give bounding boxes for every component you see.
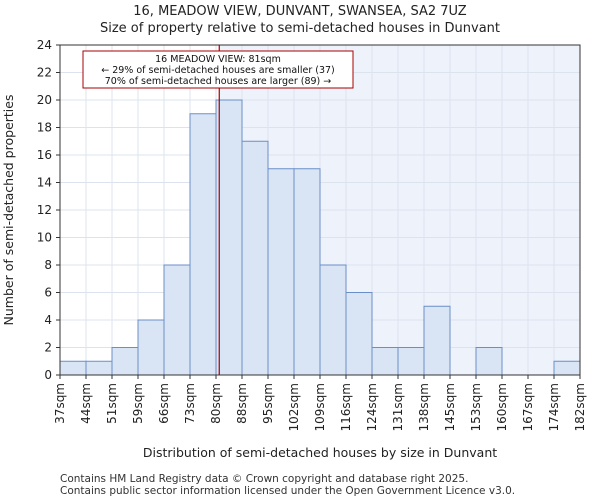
x-tick-label: 182sqm — [573, 383, 587, 431]
x-tick-label: 37sqm — [53, 383, 67, 424]
histogram-bar — [423, 305, 451, 376]
x-tick-label: 174sqm — [547, 383, 561, 431]
y-tick-label: 12 — [37, 203, 52, 217]
histogram-bar — [163, 264, 191, 376]
x-tick-label: 109sqm — [313, 383, 327, 431]
x-tick-label: 66sqm — [157, 383, 171, 424]
annotation-box — [82, 50, 354, 89]
histogram-bar — [215, 99, 243, 376]
histogram-bar — [241, 140, 269, 376]
y-tick-label: 18 — [37, 121, 52, 135]
annotation-line: 16 MEADOW VIEW: 81sqm — [155, 54, 281, 65]
y-tick-label: 4 — [44, 313, 52, 327]
x-tick-label: 44sqm — [79, 383, 93, 424]
y-tick-label: 24 — [37, 38, 52, 52]
y-tick-label: 8 — [44, 258, 52, 272]
histogram-bar — [137, 319, 165, 376]
x-tick-label: 138sqm — [417, 383, 431, 431]
histogram-bar — [397, 347, 425, 376]
x-tick-label: 95sqm — [261, 383, 275, 424]
x-tick-label: 88sqm — [235, 383, 249, 424]
histogram-bar — [345, 292, 373, 376]
x-tick-label: 102sqm — [287, 383, 301, 431]
y-tick-label: 6 — [44, 286, 52, 300]
y-tick-label: 22 — [37, 66, 52, 80]
x-tick-label: 160sqm — [495, 383, 509, 431]
x-tick-label: 131sqm — [391, 383, 405, 431]
histogram-bar — [189, 113, 217, 376]
histogram-bar — [293, 168, 321, 376]
x-tick-label: 167sqm — [521, 383, 535, 431]
chart-subtitle: Size of property relative to semi-detach… — [99, 21, 500, 36]
y-tick-label: 16 — [37, 148, 52, 162]
histogram-bar — [553, 360, 581, 376]
chart-title: 16, MEADOW VIEW, DUNVANT, SWANSEA, SA2 7… — [133, 4, 467, 19]
histogram-bar — [111, 347, 139, 376]
x-tick-label: 51sqm — [105, 383, 119, 424]
y-tick-label: 10 — [37, 231, 52, 245]
histogram-bar — [59, 360, 87, 376]
x-tick-label: 80sqm — [209, 383, 223, 424]
x-tick-label: 124sqm — [365, 383, 379, 431]
histogram-bar — [371, 347, 399, 376]
x-axis-label: Distribution of semi-detached houses by … — [143, 445, 497, 460]
annotation-line: ← 29% of semi-detached houses are smalle… — [101, 65, 335, 76]
y-tick-label: 2 — [44, 341, 52, 355]
x-tick-label: 116sqm — [339, 383, 353, 431]
x-tick-label: 145sqm — [443, 383, 457, 431]
histogram-bar — [319, 264, 347, 376]
footer-line-1: Contains HM Land Registry data © Crown c… — [60, 473, 469, 485]
y-tick-label: 20 — [37, 93, 52, 107]
x-tick-label: 59sqm — [131, 383, 145, 424]
histogram-bar — [267, 168, 295, 376]
x-tick-label: 153sqm — [469, 383, 483, 431]
y-axis-label: Number of semi-detached properties — [1, 95, 16, 326]
x-tick-label: 73sqm — [183, 383, 197, 424]
footer-line-2: Contains public sector information licen… — [60, 485, 516, 497]
y-tick-label: 0 — [44, 368, 52, 382]
y-tick-label: 14 — [37, 176, 52, 190]
histogram-bar — [475, 347, 503, 376]
histogram-bar — [85, 360, 113, 376]
annotation-line: 70% of semi-detached houses are larger (… — [105, 76, 332, 87]
